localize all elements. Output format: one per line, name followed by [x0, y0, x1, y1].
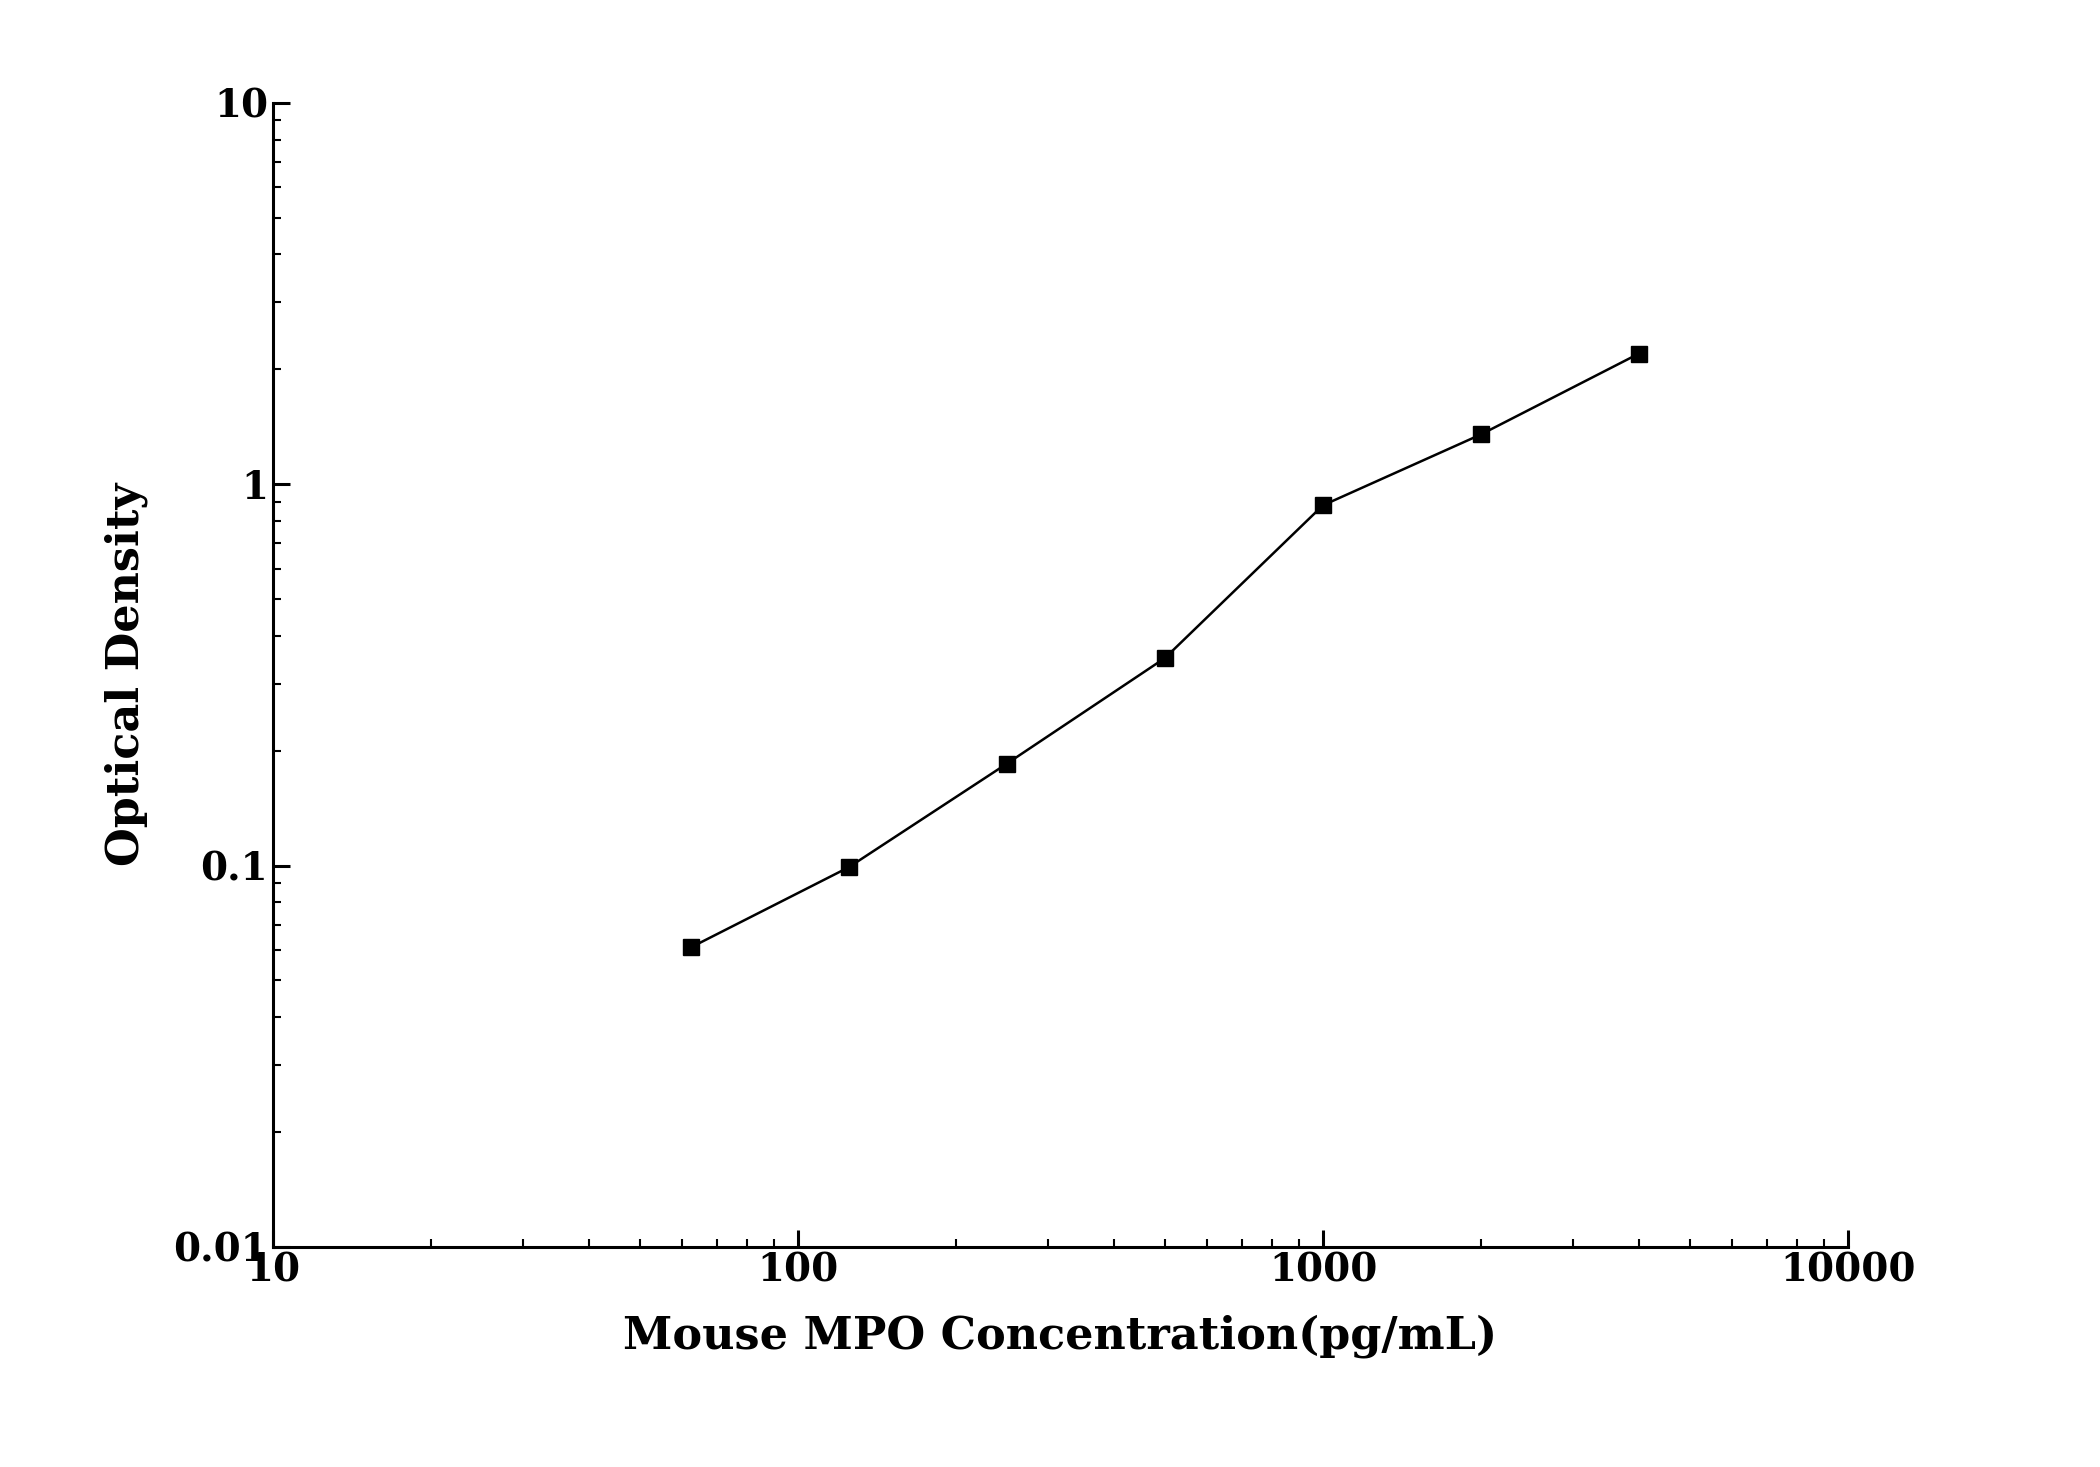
- X-axis label: Mouse MPO Concentration(pg/mL): Mouse MPO Concentration(pg/mL): [624, 1314, 1497, 1358]
- Y-axis label: Optical Density: Optical Density: [105, 483, 149, 867]
